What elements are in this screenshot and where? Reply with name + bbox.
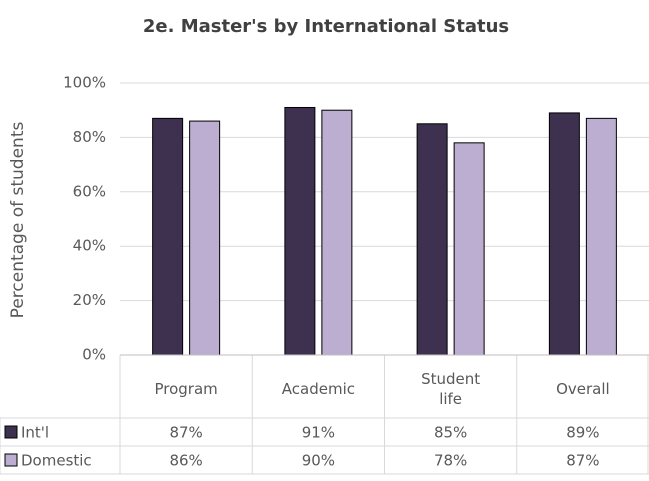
bar xyxy=(152,117,184,356)
legend-swatch xyxy=(4,425,18,439)
table-value: 87% xyxy=(566,452,599,470)
table-value: 90% xyxy=(302,452,335,470)
legend-label: Domestic xyxy=(21,452,92,470)
chart-title: 2e. Master's by International Status xyxy=(143,16,509,37)
bar xyxy=(453,142,485,356)
x-tick-label-box: Student life xyxy=(421,370,481,408)
bar xyxy=(585,117,617,356)
y-tick-label: 20% xyxy=(73,291,106,309)
y-tick-label: 60% xyxy=(73,182,106,200)
x-tick-label: Academic xyxy=(281,380,355,398)
y-axis-label: Percentage of students xyxy=(8,122,28,319)
bar xyxy=(416,123,448,356)
y-tick-label: 40% xyxy=(73,237,106,255)
bar xyxy=(321,109,353,356)
x-tick-label: Student life xyxy=(421,370,481,408)
x-tick-label: Program xyxy=(154,380,218,398)
bar xyxy=(189,120,221,356)
table-value: 87% xyxy=(169,424,202,442)
y-tick-label: 80% xyxy=(73,128,106,146)
bar xyxy=(548,112,580,356)
legend-swatch xyxy=(4,453,18,467)
x-tick-label-box: Program xyxy=(154,380,218,398)
table-value: 86% xyxy=(169,452,202,470)
x-tick-label-box: Overall xyxy=(556,380,610,398)
table-value: 78% xyxy=(434,452,467,470)
bar xyxy=(284,106,316,356)
x-tick-label: Overall xyxy=(556,380,610,398)
x-tick-label-box: Academic xyxy=(281,380,355,398)
table-value: 89% xyxy=(566,424,599,442)
table-value: 85% xyxy=(434,424,467,442)
legend-label: Int'l xyxy=(21,424,49,442)
y-tick-label: 100% xyxy=(63,74,106,92)
y-tick-label: 0% xyxy=(82,346,106,364)
table-value: 91% xyxy=(302,424,335,442)
